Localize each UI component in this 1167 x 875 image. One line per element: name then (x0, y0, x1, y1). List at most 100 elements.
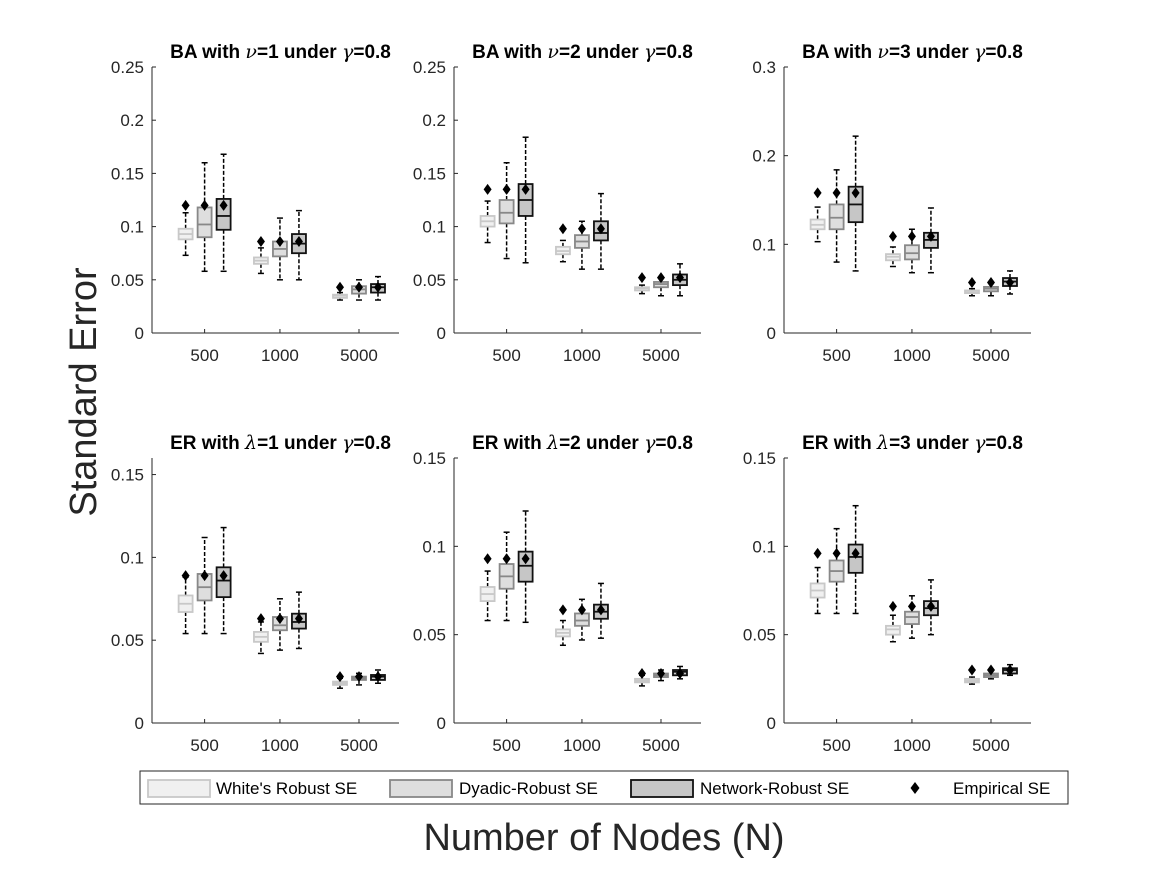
empirical-se-marker (558, 604, 567, 616)
empirical-se-marker (907, 230, 916, 242)
empirical-se-marker (335, 281, 344, 293)
empirical-se-marker (1005, 276, 1014, 288)
empirical-se-marker (558, 223, 567, 235)
panel-3: BA with ν=3 under γ=0.8 0 0.1 0.2 0.3 500 1000… (752, 41, 1031, 365)
panel-title: BA with ν=3 under γ=0.8 (802, 41, 1023, 63)
box-white-s-robust-se-5000 (964, 287, 980, 297)
legend-swatch (147, 779, 211, 798)
box-dyadic-robust-se-500 (196, 162, 213, 273)
box-white-s-robust-se-500 (479, 200, 496, 244)
empirical-se-marker (832, 187, 841, 199)
empirical-se-marker (888, 230, 897, 242)
box-network-robust-se-500 (517, 510, 534, 624)
box-white-s-robust-se-1000 (885, 246, 901, 268)
y-axis-label: Standard Error (63, 267, 105, 517)
empirical-se-marker (637, 272, 646, 284)
box-network-robust-se-500 (517, 136, 534, 264)
empirical-se-marker (483, 553, 492, 565)
box-white-s-robust-se-500 (177, 576, 194, 635)
box-white-s-robust-se-500 (809, 566, 826, 615)
y-tick-label: 0.1 (752, 235, 776, 254)
box-dyadic-robust-se-500 (828, 169, 845, 263)
box-dyadic-robust-se-500 (196, 536, 213, 635)
empirical-se-marker (354, 281, 363, 293)
panel-title: BA with ν=1 under γ=0.8 (170, 41, 391, 63)
empirical-se-marker (294, 613, 303, 625)
x-tick-label: 1000 (893, 736, 931, 755)
empirical-se-marker (373, 671, 382, 683)
box-dyadic-robust-se-500 (498, 531, 515, 622)
y-tick-label: 0.1 (422, 218, 446, 237)
x-tick-label: 1000 (893, 346, 931, 365)
y-tick-label: 0.3 (752, 58, 776, 77)
empirical-se-marker (926, 600, 935, 612)
legend-label: White's Robust SE (216, 779, 357, 798)
panel-title: ER with λ=2 under γ=0.8 (472, 432, 693, 454)
legend-label: Dyadic-Robust SE (459, 779, 598, 798)
empirical-se-marker (851, 187, 860, 199)
empirical-se-marker (656, 272, 665, 284)
box-dyadic-robust-se-1000 (272, 217, 288, 281)
y-tick-label: 0 (437, 714, 446, 733)
empirical-se-marker (256, 235, 265, 247)
empirical-se-marker (888, 600, 897, 612)
box-white-s-robust-se-1000 (555, 619, 571, 647)
y-tick-label: 0.05 (111, 631, 144, 650)
empirical-se-marker (851, 547, 860, 559)
x-tick-label: 500 (190, 346, 218, 365)
empirical-se-marker (986, 664, 995, 676)
empirical-se-marker (675, 668, 684, 680)
empirical-se-marker (967, 276, 976, 288)
y-tick-label: 0.2 (422, 111, 446, 130)
y-tick-label: 0.15 (413, 164, 446, 183)
y-tick-label: 0 (135, 714, 144, 733)
y-tick-label: 0.2 (752, 147, 776, 166)
empirical-se-marker (577, 223, 586, 235)
empirical-se-marker (656, 668, 665, 680)
y-tick-label: 0 (767, 324, 776, 343)
x-tick-label: 500 (822, 736, 850, 755)
box-iqr (215, 198, 232, 231)
box-white-s-robust-se-1000 (253, 247, 269, 275)
x-tick-label: 5000 (340, 736, 378, 755)
box-white-s-robust-se-1000 (885, 614, 901, 643)
panel-title: BA with ν=2 under γ=0.8 (472, 41, 693, 63)
x-tick-label: 500 (822, 346, 850, 365)
panels: BA with ν=1 under γ=0.8 0 0.05 0.1 0.15 0.2 0.… (111, 41, 1031, 755)
y-tick-label: 0.1 (120, 218, 144, 237)
empirical-se-marker (275, 613, 284, 625)
empirical-se-marker (294, 235, 303, 247)
y-tick-label: 0.1 (422, 537, 446, 556)
panel-title: ER with λ=1 under γ=0.8 (170, 432, 391, 454)
legend-item-4: Empirical SE (910, 779, 1050, 798)
empirical-se-marker (181, 570, 190, 582)
y-tick-label: 0.05 (743, 626, 776, 645)
x-tick-label: 1000 (563, 736, 601, 755)
y-tick-label: 0.1 (752, 537, 776, 556)
panel-2: BA with ν=2 under γ=0.8 0 0.05 0.1 0.15 0.2 0.… (413, 41, 701, 365)
legend: White's Robust SE Dyadic-Robust SE Network… (139, 770, 1069, 805)
empirical-se-marker (967, 664, 976, 676)
empirical-se-marker (521, 183, 530, 195)
empirical-se-marker (596, 223, 605, 235)
y-tick-label: 0.05 (413, 626, 446, 645)
box-white-s-robust-se-5000 (332, 291, 348, 301)
empirical-se-marker (577, 604, 586, 616)
box-white-s-robust-se-5000 (964, 676, 980, 685)
y-tick-label: 0.05 (111, 271, 144, 290)
x-tick-label: 5000 (340, 346, 378, 365)
empirical-se-marker (181, 199, 190, 211)
empirical-se-marker (373, 281, 382, 293)
box-white-s-robust-se-500 (177, 212, 194, 257)
legend-label: Empirical SE (953, 779, 1050, 798)
y-tick-label: 0 (767, 714, 776, 733)
box-white-s-robust-se-1000 (253, 621, 269, 655)
box-network-robust-se-500 (215, 526, 232, 635)
empirical-se-marker (907, 600, 916, 612)
empirical-se-marker (596, 604, 605, 616)
box-network-robust-se-500 (847, 135, 864, 272)
panel-4: ER with λ=1 under γ=0.8 0 0.05 0.1 0.15 500 10… (111, 432, 399, 755)
empirical-se-marker (813, 187, 822, 199)
empirical-se-marker (275, 235, 284, 247)
